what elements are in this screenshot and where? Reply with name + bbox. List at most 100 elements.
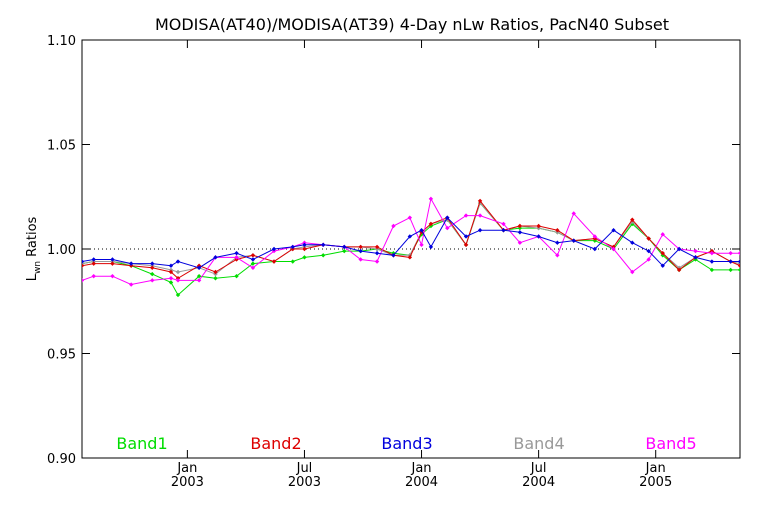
x-tick-month: Jul [530,461,547,476]
data-point-band1 [302,255,307,260]
data-point-band2 [646,236,651,241]
data-point-band5 [630,269,635,275]
series-line-band3 [82,216,740,269]
data-point-band2 [536,223,541,229]
data-point-band2 [271,259,277,264]
data-point-band3 [302,242,307,248]
data-point-band1 [737,267,740,273]
data-point-band1 [290,259,295,264]
y-tick-label: 1.05 [47,139,76,154]
data-point-band3 [374,250,380,256]
data-point-band3 [128,261,134,266]
y-tick-label: 1.00 [47,243,76,258]
data-point-band3 [709,259,715,264]
data-point-band3 [555,240,560,245]
legend-label-band3: Band3 [381,434,432,453]
data-point-band5 [477,213,483,218]
data-point-band3 [150,261,155,266]
data-point-band1 [196,273,202,279]
series-group [82,196,740,298]
data-point-band5 [463,213,469,218]
data-point-band2 [150,265,155,271]
data-point-band2 [428,221,434,227]
data-point-band2 [407,255,413,260]
legend-label-band5: Band5 [645,434,696,453]
data-point-band5 [428,196,434,202]
data-point-band5 [391,223,396,229]
data-point-band3 [82,259,85,264]
data-point-band3 [517,230,523,235]
data-point-band1 [168,280,174,285]
data-point-band3 [320,242,326,248]
data-point-band3 [358,248,363,254]
series-line-band5 [82,197,740,286]
data-point-band2 [676,267,682,273]
data-point-band5 [737,250,740,256]
data-point-band3 [611,227,616,233]
x-tick-year: 2003 [171,475,204,490]
data-point-band3 [290,244,295,250]
data-point-band2 [91,261,96,266]
data-point-band5 [419,242,424,248]
data-point-band2 [463,242,469,248]
data-point-band4 [175,269,181,275]
data-point-band5 [91,273,96,279]
data-point-band5 [728,250,733,256]
data-point-band5 [358,257,363,262]
data-point-band1 [728,267,733,273]
data-point-band3 [728,259,733,264]
data-point-band3 [391,253,396,258]
y-tick-label: 0.90 [47,452,76,467]
y-axis-label: Lwn Ratios [25,216,43,281]
data-point-band3 [168,263,174,268]
data-point-band2 [555,227,560,233]
data-point-band5 [501,221,506,227]
data-point-band2 [213,269,218,275]
data-point-band2 [660,250,665,256]
data-point-band3 [477,227,483,233]
data-point-band2 [477,198,483,204]
data-point-band3 [463,234,469,239]
data-point-band5 [82,278,85,283]
data-point-band3 [271,246,277,252]
y-tick-label: 1.10 [47,34,76,49]
data-point-band3 [660,263,665,268]
data-point-band2 [302,246,307,252]
data-point-band5 [168,276,174,281]
y-tick-label: 0.95 [47,348,76,363]
data-point-band1 [320,253,326,258]
data-point-band2 [374,244,380,250]
data-point-band5 [150,278,155,283]
data-point-band5 [660,232,665,237]
data-point-band2 [82,263,85,268]
data-point-band5 [592,234,598,239]
x-tick-month: Jan [176,461,197,476]
data-point-band3 [342,244,347,250]
data-point-band3 [250,257,256,262]
legend: Band1 Band2 Band3 Band4 Band5 [116,434,696,453]
data-point-band3 [407,234,413,239]
data-point-band3 [646,248,651,254]
data-point-band2 [358,244,363,250]
data-point-band3 [571,238,576,243]
legend-label-band2: Band2 [250,434,301,453]
legend-label-band4: Band4 [513,434,564,453]
data-point-band3 [91,257,96,262]
data-point-band3 [110,257,115,262]
data-point-band3 [419,227,424,233]
data-point-band5 [128,282,134,287]
data-point-band2 [517,223,523,229]
data-point-band2 [250,253,256,258]
data-point-band1 [150,271,155,277]
data-point-band5 [517,240,523,245]
legend-label-band1: Band1 [116,434,167,453]
x-tick-month: Jan [411,461,432,476]
data-point-band5 [571,211,576,216]
chart-title: MODISA(AT40)/MODISA(AT39) 4-Day nLw Rati… [155,15,669,34]
data-point-band5 [110,273,115,279]
series-line-band4 [82,202,740,275]
x-tick-year: 2003 [288,475,321,490]
data-point-band2 [630,217,635,222]
